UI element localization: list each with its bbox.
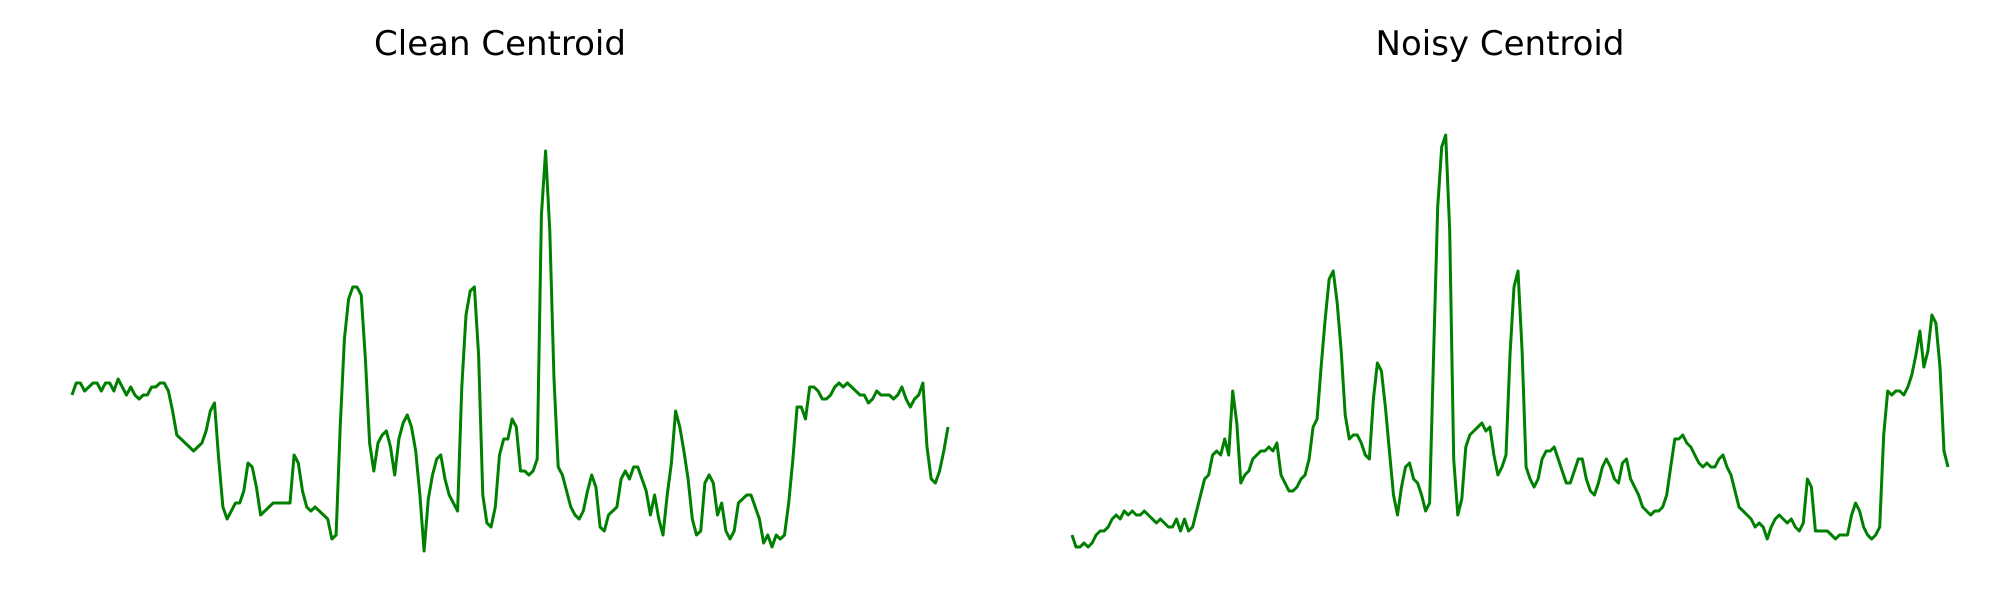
line-chart-noisy [1070,133,1950,549]
chart-panel-noisy: Noisy Centroid [1000,0,2000,600]
chart-title: Noisy Centroid [1375,24,1625,64]
chart-title: Clean Centroid [374,24,626,64]
chart-panel-clean: Clean Centroid [70,24,950,553]
series-line-0 [70,149,950,553]
line-chart-clean [70,149,950,553]
series-line-0 [1070,133,1950,549]
